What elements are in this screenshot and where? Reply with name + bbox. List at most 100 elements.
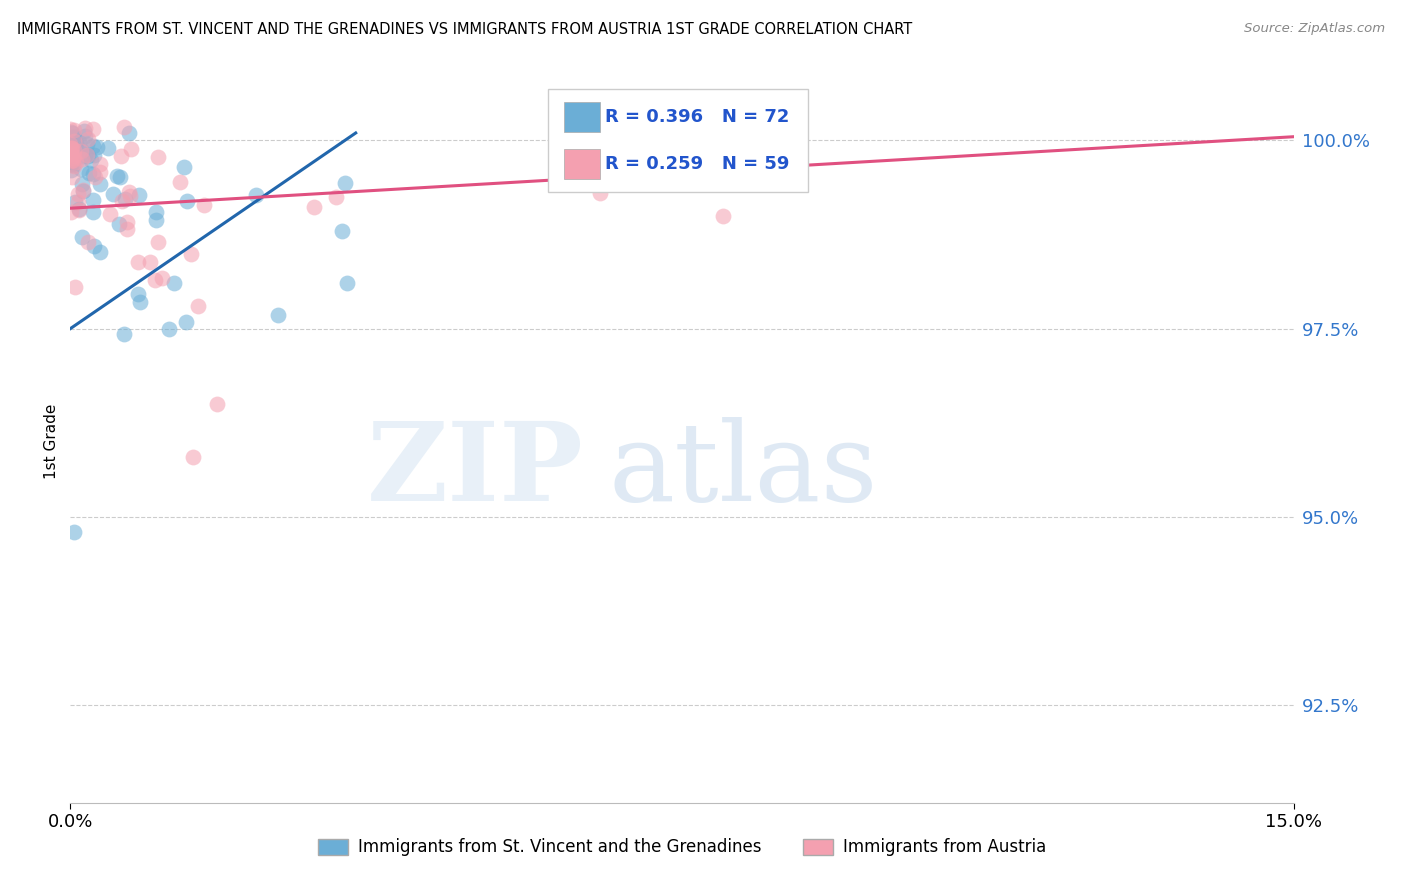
Point xyxy=(73,128,96,143)
Y-axis label: 1st Grade: 1st Grade xyxy=(44,404,59,479)
Point xyxy=(89,245,111,260)
Point xyxy=(83,148,105,162)
Point xyxy=(128,294,150,309)
Text: R = 0.396   N = 72: R = 0.396 N = 72 xyxy=(605,108,789,126)
Point xyxy=(60,141,83,155)
Point xyxy=(62,143,84,157)
Point xyxy=(114,192,136,206)
Point xyxy=(139,255,162,269)
Point xyxy=(72,149,94,163)
Point xyxy=(70,161,93,176)
Point xyxy=(59,125,82,139)
Point xyxy=(59,162,82,177)
Point xyxy=(115,222,138,236)
Point xyxy=(59,145,82,159)
Point xyxy=(70,144,93,158)
Point xyxy=(118,126,141,140)
Point xyxy=(67,195,90,210)
Point xyxy=(63,524,86,539)
Point xyxy=(176,194,198,209)
Point xyxy=(107,217,129,231)
Point xyxy=(128,187,150,202)
Point xyxy=(59,142,82,156)
Point xyxy=(89,165,111,179)
Point xyxy=(97,141,120,155)
Point xyxy=(89,177,111,191)
Point xyxy=(105,169,128,183)
Point xyxy=(63,150,86,164)
Point xyxy=(330,224,353,238)
Point xyxy=(67,203,90,218)
Point xyxy=(98,207,121,221)
Point xyxy=(110,169,132,184)
Point xyxy=(70,152,93,166)
Point xyxy=(157,322,180,336)
Point xyxy=(73,124,96,138)
Point xyxy=(111,194,134,209)
Point xyxy=(83,170,105,185)
Point xyxy=(67,202,90,217)
Point xyxy=(193,197,215,211)
Point xyxy=(67,187,90,202)
Point xyxy=(62,134,84,148)
Point xyxy=(67,136,90,150)
Point xyxy=(72,183,94,197)
Point xyxy=(127,287,149,301)
Point xyxy=(180,247,202,261)
Text: atlas: atlas xyxy=(609,417,879,524)
Point xyxy=(70,230,93,244)
Point xyxy=(59,147,82,161)
Point xyxy=(114,120,136,134)
Point xyxy=(80,153,103,168)
Point xyxy=(112,327,135,342)
Point xyxy=(333,176,356,190)
Point xyxy=(267,308,290,322)
Point xyxy=(59,136,82,151)
Point xyxy=(120,142,142,156)
Point xyxy=(77,235,100,249)
Point xyxy=(336,276,359,290)
Point xyxy=(65,136,87,151)
Point xyxy=(73,120,96,135)
Point xyxy=(173,160,195,174)
Legend: Immigrants from St. Vincent and the Grenadines, Immigrants from Austria: Immigrants from St. Vincent and the Gren… xyxy=(311,831,1053,863)
Point xyxy=(76,136,98,151)
Point xyxy=(62,149,84,163)
Point xyxy=(65,280,87,294)
Point xyxy=(83,239,105,253)
Point xyxy=(60,144,83,158)
Point xyxy=(59,122,82,136)
Point xyxy=(59,141,82,155)
Text: Source: ZipAtlas.com: Source: ZipAtlas.com xyxy=(1244,22,1385,36)
Point xyxy=(150,271,173,285)
Point xyxy=(82,122,104,136)
Point xyxy=(110,149,132,163)
Point xyxy=(62,143,84,157)
Point xyxy=(118,189,141,203)
Point xyxy=(62,129,84,144)
Point xyxy=(115,215,138,229)
Point xyxy=(60,170,83,185)
Point xyxy=(145,213,167,227)
Point xyxy=(65,136,87,151)
Point xyxy=(72,184,94,198)
Point xyxy=(174,315,197,329)
Point xyxy=(127,255,149,269)
Point xyxy=(118,186,141,200)
Point xyxy=(77,166,100,180)
Point xyxy=(60,156,83,170)
Point xyxy=(60,157,83,171)
Point xyxy=(103,187,125,202)
Point xyxy=(60,130,83,145)
Point xyxy=(145,204,167,219)
Point xyxy=(82,138,104,153)
Text: ZIP: ZIP xyxy=(367,417,583,524)
Point xyxy=(146,235,169,250)
Point xyxy=(62,150,84,164)
Point xyxy=(65,195,87,210)
Point xyxy=(205,397,228,411)
Point xyxy=(77,149,100,163)
Point xyxy=(62,153,84,167)
Text: IMMIGRANTS FROM ST. VINCENT AND THE GRENADINES VS IMMIGRANTS FROM AUSTRIA 1ST GR: IMMIGRANTS FROM ST. VINCENT AND THE GREN… xyxy=(17,22,912,37)
Point xyxy=(60,148,83,162)
